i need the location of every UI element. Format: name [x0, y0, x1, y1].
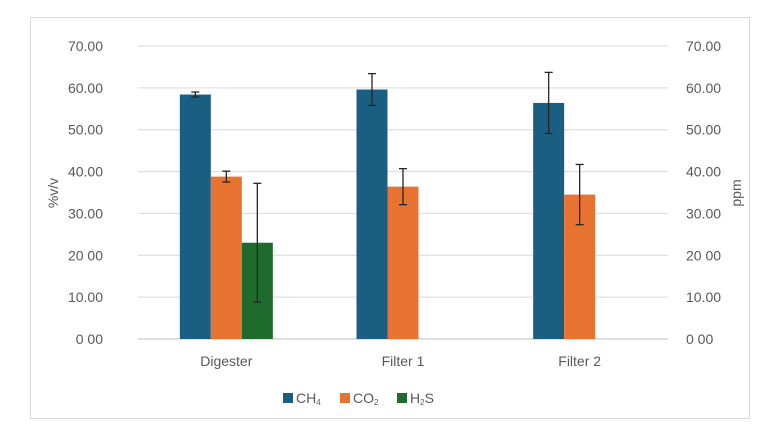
y-axis-label: %v/v [45, 178, 61, 208]
x-axis-ticks: Digester Filter 1 Filter 2 [200, 353, 601, 369]
legend-label-h2s: H2S [410, 390, 434, 407]
y-tick-label: 0 00 [76, 331, 103, 347]
y-tick-label: 50.00 [68, 122, 103, 138]
y2-tick-label: 60.00 [686, 80, 721, 96]
y-tick-label: 30.00 [68, 205, 103, 221]
x-tick-label: Digester [200, 353, 252, 369]
bar-ch4 [356, 89, 388, 339]
legend-swatch-h2s [397, 393, 407, 403]
y-tick-label: 10.00 [68, 289, 103, 305]
x-tick-label: Filter 2 [558, 353, 601, 369]
y2-tick-label: 40.00 [686, 164, 721, 180]
y2-tick-label: 0 00 [686, 331, 713, 347]
y2-axis-ticks: 0 00 10.00 20 00 30.00 40.00 50.00 60.00 70.00 [686, 38, 721, 347]
y2-tick-label: 50.00 [686, 122, 721, 138]
legend-item-h2s: H2S [397, 390, 434, 407]
x-tick-label: Filter 1 [382, 353, 425, 369]
y-axis-ticks: 0 00 10.00 20 00 30.00 40.00 50.00 60.00 70.00 [68, 38, 103, 347]
y-tick-label: 20 00 [68, 247, 103, 263]
y-tick-label: 70.00 [68, 38, 103, 54]
bars [179, 89, 596, 339]
bar-ch4 [179, 94, 211, 339]
y2-tick-label: 20 00 [686, 247, 721, 263]
y2-tick-label: 10.00 [686, 289, 721, 305]
legend-item-ch4: CH4 [283, 390, 321, 407]
legend-label-co2: CO2 [353, 390, 379, 407]
legend-swatch-co2 [340, 393, 350, 403]
y2-tick-label: 30.00 [686, 205, 721, 221]
legend-label-ch4: CH4 [296, 390, 321, 407]
bar-co2 [210, 176, 242, 339]
bar-co2 [387, 186, 419, 339]
y-tick-label: 60.00 [68, 80, 103, 96]
y-tick-label: 40.00 [68, 164, 103, 180]
legend-swatch-ch4 [283, 393, 293, 403]
y2-tick-label: 70.00 [686, 38, 721, 54]
legend-item-co2: CO2 [340, 390, 379, 407]
y2-axis-label: ppm [728, 179, 744, 206]
legend: CH4 CO2 H2S [283, 390, 434, 407]
error-bars [191, 71, 584, 303]
bar-ch4 [533, 102, 565, 339]
